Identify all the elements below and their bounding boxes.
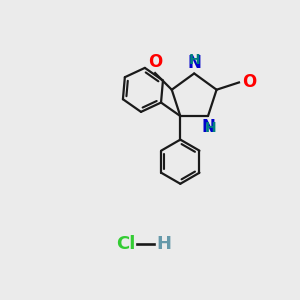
Text: O: O: [242, 74, 256, 92]
Text: Cl: Cl: [116, 235, 135, 253]
Text: O: O: [148, 53, 162, 71]
Text: N: N: [201, 118, 215, 136]
Text: H: H: [205, 122, 217, 135]
Text: H: H: [157, 235, 172, 253]
Text: H: H: [188, 53, 200, 67]
Text: N: N: [187, 54, 201, 72]
